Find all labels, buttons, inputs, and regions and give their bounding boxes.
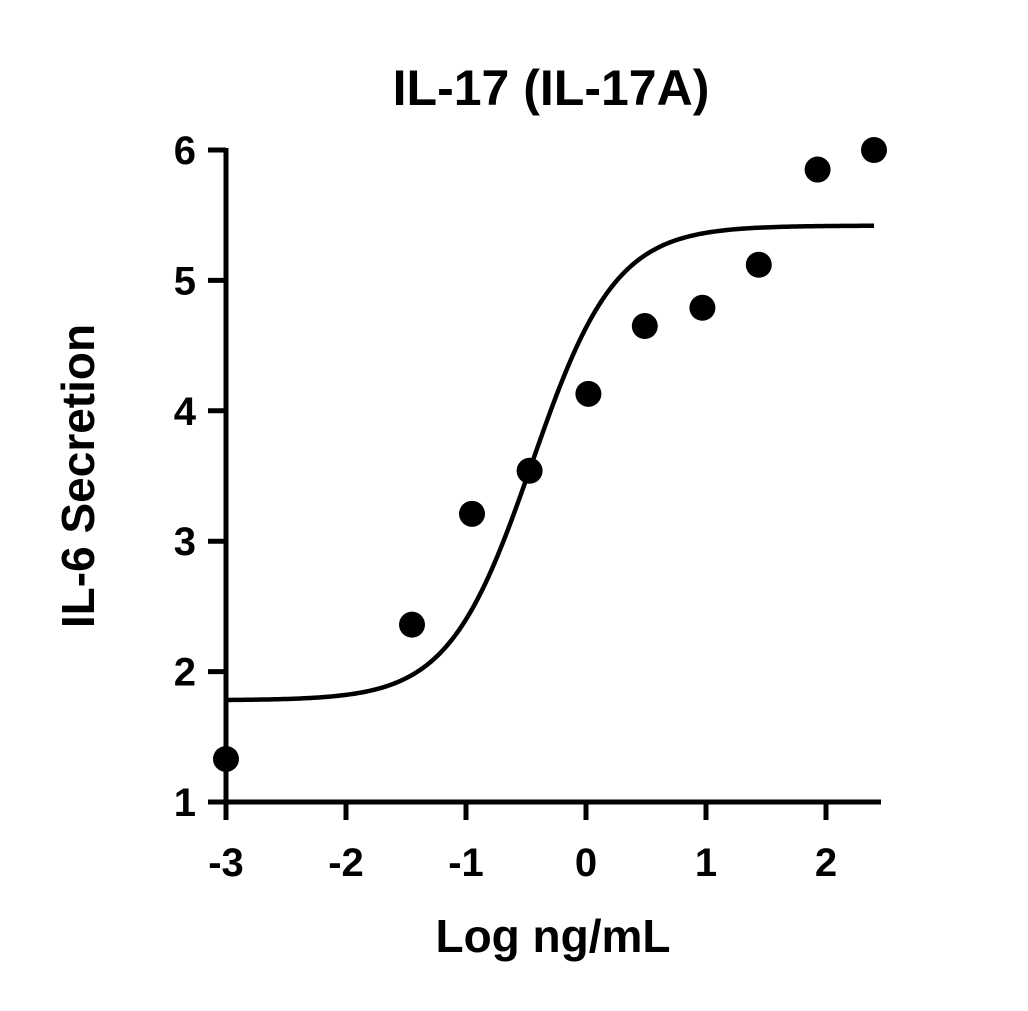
data-point — [399, 611, 425, 638]
x-tick-label: -2 — [328, 841, 364, 885]
y-axis-label: IL-6 Secretion — [52, 324, 104, 628]
axes — [223, 148, 881, 805]
y-tick-label: 2 — [174, 651, 196, 695]
data-point — [575, 380, 602, 407]
data-point — [631, 313, 658, 340]
y-tick-label: 3 — [174, 520, 196, 564]
x-axis-label: Log ng/mL — [435, 910, 670, 962]
data-point — [459, 500, 485, 527]
y-tick-label: 5 — [174, 259, 196, 303]
data-point — [861, 137, 887, 163]
data-point — [804, 156, 831, 183]
data-point — [516, 457, 543, 484]
y-tick-label: 1 — [174, 781, 196, 825]
x-tick-label: -1 — [448, 841, 484, 885]
fit-curve — [225, 223, 875, 703]
x-tick-label: 1 — [695, 841, 717, 885]
data-points — [213, 137, 887, 772]
y-tick-label: 4 — [174, 390, 197, 434]
x-ticks: -3 -2 -1 0 1 2 — [208, 802, 837, 885]
data-point — [213, 745, 239, 772]
x-tick-label: -3 — [208, 841, 244, 885]
x-tick-label: 2 — [815, 841, 837, 885]
y-ticks: 1 2 3 4 5 6 — [174, 129, 226, 825]
y-tick-label: 6 — [174, 129, 196, 173]
chart-title: IL-17 (IL-17A) — [393, 60, 710, 116]
data-point — [745, 251, 772, 278]
data-point — [689, 294, 716, 321]
x-tick-label: 0 — [575, 841, 597, 885]
